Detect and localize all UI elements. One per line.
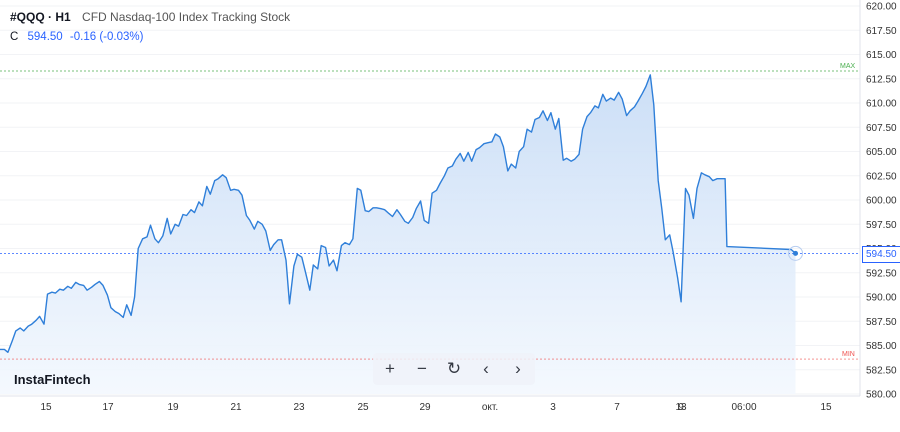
zoom-in-button[interactable]: + bbox=[375, 355, 405, 383]
price-tick-label: 585.00 bbox=[866, 341, 897, 352]
price-tick-label: 620.00 bbox=[866, 2, 897, 13]
time-tick-label: 3 bbox=[550, 402, 556, 413]
price-change: -0.16 (-0.03%) bbox=[69, 31, 144, 43]
price-tick-label: 605.00 bbox=[866, 147, 897, 158]
time-tick-label: 17 bbox=[102, 402, 114, 413]
price-tick-label: 587.50 bbox=[866, 317, 897, 328]
price-tick-label: 602.50 bbox=[866, 171, 897, 182]
min-label: MIN bbox=[842, 351, 855, 358]
chart-toolbar: + − ↻ ‹ › bbox=[373, 353, 535, 385]
chart-legend: #QQQ · H1 CFD Nasdaq-100 Index Tracking … bbox=[10, 10, 290, 43]
time-tick-label: 23 bbox=[293, 402, 305, 413]
price-tick-label: 607.50 bbox=[866, 123, 897, 134]
price-tick-label: 612.50 bbox=[866, 74, 897, 85]
price-tick-label: 580.00 bbox=[866, 390, 897, 401]
time-tick-label: 7 bbox=[614, 402, 620, 413]
time-tick-label: 15 bbox=[820, 402, 832, 413]
time-tick-label: 25 bbox=[357, 402, 369, 413]
symbol-label: #QQQ · H1 bbox=[10, 10, 71, 24]
price-area-fill bbox=[0, 74, 796, 395]
close-label: C bbox=[10, 31, 19, 43]
price-tick-label: 617.50 bbox=[866, 26, 897, 37]
price-tick-label: 610.00 bbox=[866, 99, 897, 110]
last-point-halo bbox=[788, 245, 804, 261]
max-label: MAX bbox=[840, 63, 856, 70]
close-value: 594.50 bbox=[27, 31, 63, 43]
price-tick-label: 592.50 bbox=[866, 268, 897, 279]
price-tick-label: 615.00 bbox=[866, 50, 897, 61]
brand-logo: InstaFintech bbox=[14, 372, 91, 387]
price-line bbox=[0, 74, 796, 353]
zoom-out-button[interactable]: − bbox=[407, 355, 437, 383]
scroll-right-button[interactable]: › bbox=[503, 355, 533, 383]
time-axis[interactable]: 15 17 19 21 23 25 29 окт. 3 7 913 06:00 15 bbox=[40, 402, 832, 413]
price-tick-label: 600.00 bbox=[866, 196, 897, 207]
time-tick-label: 21 bbox=[230, 402, 242, 413]
time-tick-label: 15 bbox=[40, 402, 52, 413]
time-tick-label: 29 bbox=[419, 402, 431, 413]
last-point-marker bbox=[793, 250, 799, 256]
time-tick-label: 13 bbox=[675, 402, 687, 413]
instrument-description: CFD Nasdaq-100 Index Tracking Stock bbox=[82, 10, 291, 24]
price-axis[interactable]: 620.00 617.50 615.00 612.50 610.00 607.50 605.… bbox=[866, 2, 897, 401]
time-tick-label: 19 bbox=[167, 402, 179, 413]
reset-button[interactable]: ↻ bbox=[439, 355, 469, 383]
time-tick-label: 06:00 bbox=[731, 402, 756, 413]
time-tick-label: 9 bbox=[678, 402, 684, 413]
scroll-left-button[interactable]: ‹ bbox=[471, 355, 501, 383]
current-price-tag: 594.50 bbox=[862, 246, 900, 263]
price-tick-label: 597.50 bbox=[866, 220, 897, 231]
price-tick-label: 582.50 bbox=[866, 365, 897, 376]
time-tick-label: окт. bbox=[482, 402, 498, 413]
price-tick-label: 590.00 bbox=[866, 293, 897, 304]
